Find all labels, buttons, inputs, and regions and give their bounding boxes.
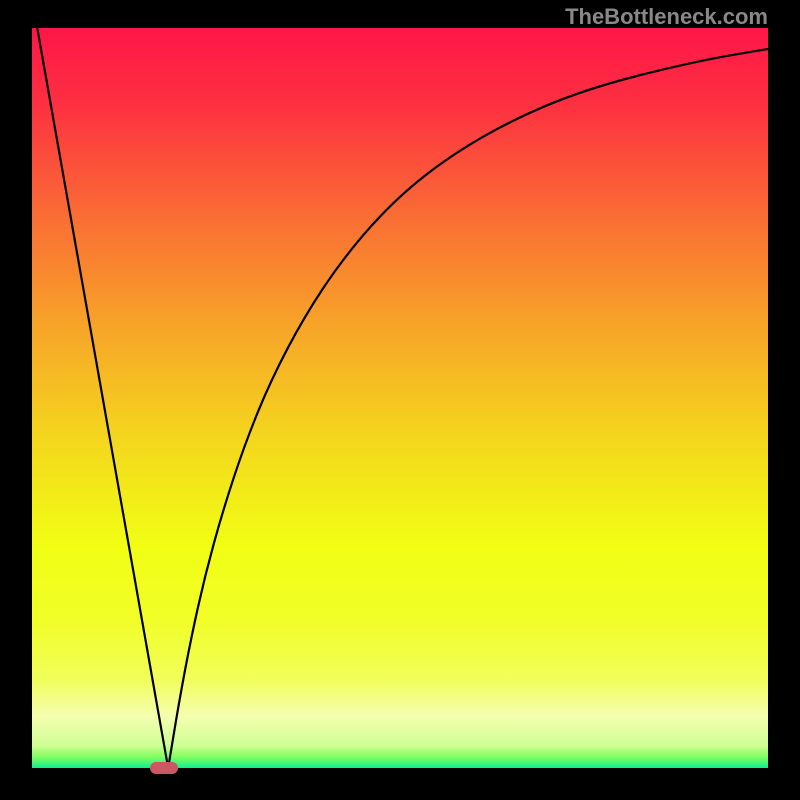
optimal-marker — [150, 762, 178, 775]
chart-frame: TheBottleneck.com — [0, 0, 800, 800]
bottleneck-chart — [32, 28, 768, 768]
watermark-text: TheBottleneck.com — [565, 4, 768, 30]
